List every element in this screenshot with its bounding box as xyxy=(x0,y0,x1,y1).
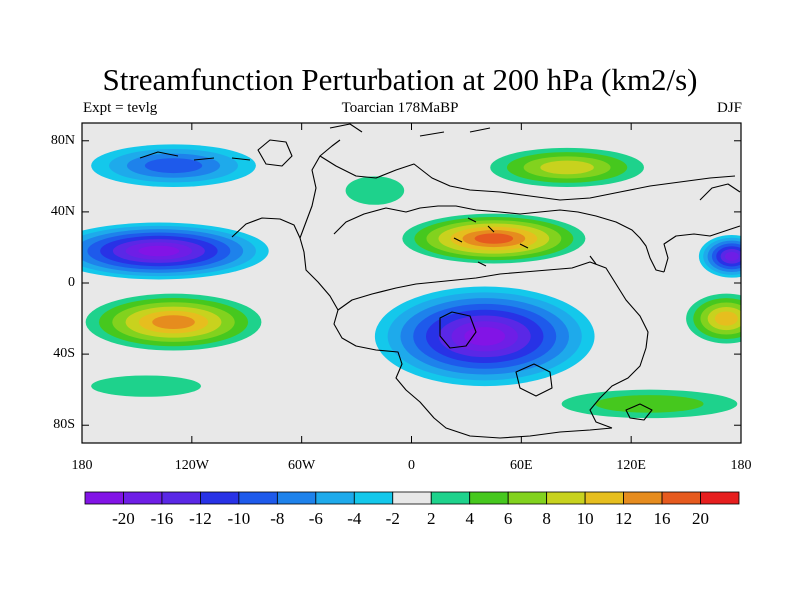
contour-band xyxy=(345,176,405,205)
field-east-pacific-purple xyxy=(698,235,741,278)
coastline-gondwana-east xyxy=(589,347,647,429)
colorbar-swatch xyxy=(584,491,624,505)
coastline-arctic-laurentia xyxy=(299,139,341,239)
coastline-gondwana-north xyxy=(337,261,649,349)
y-tick-label: 0 xyxy=(68,275,75,290)
colorbar-label: 16 xyxy=(653,509,671,528)
contour-band xyxy=(464,327,506,346)
coastline-east-island xyxy=(625,403,653,421)
coastline-laurentia xyxy=(231,217,613,439)
colorbar-label: -6 xyxy=(308,509,323,528)
contour-band xyxy=(144,158,203,174)
y-tick-label: 40S xyxy=(53,346,75,362)
colorbar-swatch xyxy=(238,491,278,505)
colorbar-swatch xyxy=(161,491,201,505)
colorbar-swatch xyxy=(661,491,701,505)
period-label: Toarcian 178MaBP xyxy=(341,100,459,116)
contour-band xyxy=(714,311,738,326)
colorbar-label: 2 xyxy=(426,509,436,528)
colorbar-swatch xyxy=(507,491,548,505)
coastlines xyxy=(139,123,741,439)
field-north-pacific-high-blue xyxy=(82,222,269,280)
colorbar-swatch xyxy=(200,491,240,505)
x-tick-label: 120W xyxy=(174,458,209,473)
coastline-east-asia xyxy=(663,225,741,273)
contour-band xyxy=(474,233,514,244)
field-southern-pangea-low-purple xyxy=(374,286,595,387)
contour-band xyxy=(595,395,704,413)
colorbar-label: -12 xyxy=(189,509,212,528)
colorbar-swatch xyxy=(353,491,394,505)
colorbar-swatch xyxy=(276,491,317,505)
x-tick-label: 60E xyxy=(510,458,533,473)
coastline-siberia-coast xyxy=(699,183,741,201)
colorbar-swatch xyxy=(700,491,740,505)
coastline-tethys-islands xyxy=(453,217,597,267)
field-tethys-high-red xyxy=(402,213,586,264)
colorbar-swatch xyxy=(469,491,509,505)
field-high-south-pacific-green xyxy=(91,375,201,397)
coastline-asia-north xyxy=(319,155,736,201)
contour-band xyxy=(91,375,201,397)
colorbar-label: 6 xyxy=(503,509,513,528)
colorbar-label: -4 xyxy=(347,509,362,528)
colorbar-swatch xyxy=(123,491,163,505)
figure-title: Streamfunction Perturbation at 200 hPa (… xyxy=(102,62,698,97)
contour-fill-layer xyxy=(82,144,741,419)
colorbar-label: -10 xyxy=(227,509,251,528)
colorbar-label: 8 xyxy=(542,509,551,528)
x-tick-label: 0 xyxy=(408,458,415,473)
y-tick-label: 40N xyxy=(50,203,75,219)
colorbar-label: -8 xyxy=(270,509,285,528)
colorbar-label: -2 xyxy=(385,509,400,528)
colorbar-label: 10 xyxy=(576,509,594,528)
colorbar-label: 12 xyxy=(615,509,633,528)
x-tick-label: 60W xyxy=(288,458,316,473)
colorbar-swatch xyxy=(623,491,663,505)
coastline-tethys-north xyxy=(333,205,665,273)
field-southern-ocean-green xyxy=(561,389,738,419)
field-siberia-yellow xyxy=(490,147,644,187)
field-south-pacific-low-red xyxy=(85,293,262,351)
colorbar xyxy=(84,491,740,505)
colorbar-swatch xyxy=(315,491,355,505)
coastline-arctic-islands xyxy=(139,123,491,161)
field-north-atlantic-green xyxy=(345,176,405,205)
contour-band xyxy=(724,251,739,261)
y-tick-label: 80N xyxy=(50,132,75,148)
colorbar-label: -20 xyxy=(112,509,135,528)
colorbar-swatch xyxy=(392,491,432,505)
contour-band xyxy=(138,245,180,257)
coastline-india-inlet xyxy=(439,311,477,349)
coastline-greenland xyxy=(257,139,293,167)
colorbar-swatch xyxy=(84,491,124,505)
y-tick-label: 80S xyxy=(53,417,75,433)
contour-band xyxy=(152,315,195,330)
field-south-pacific-east-orange xyxy=(686,293,741,344)
coastline-antarctic-inlet xyxy=(515,363,553,397)
experiment-label: Expt = tevlg xyxy=(83,100,158,116)
axis-ticks xyxy=(81,123,742,443)
colorbar-swatch xyxy=(546,491,586,505)
colorbar-label: 20 xyxy=(692,509,710,528)
colorbar-swatch xyxy=(430,491,471,505)
x-tick-label: 180 xyxy=(71,458,93,473)
x-tick-label: 180 xyxy=(730,458,752,473)
x-tick-label: 120E xyxy=(616,458,646,473)
season-label: DJF xyxy=(716,100,742,116)
colorbar-label: 4 xyxy=(465,509,474,528)
contour-band xyxy=(540,160,594,175)
field-arctic-blue-west xyxy=(91,144,256,188)
colorbar-label: -16 xyxy=(150,509,174,528)
